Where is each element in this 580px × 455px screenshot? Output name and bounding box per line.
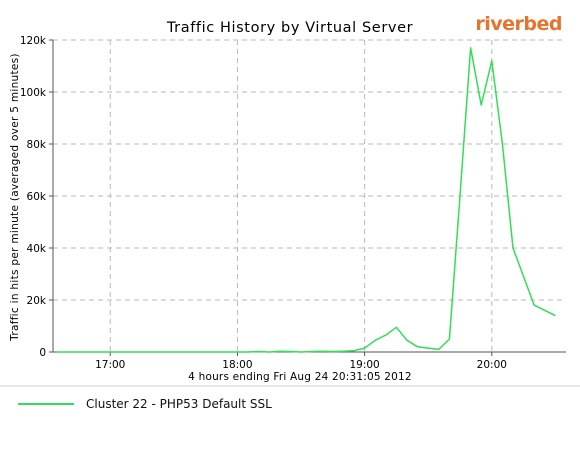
y-tick-label: 0 [39,347,46,359]
legend-series-label: Cluster 22 - PHP53 Default SSL [86,397,272,411]
x-tick-label: 20:00 [477,359,507,371]
y-axis-ticks: 0 20k 40k 60k 80k 100k 120k [20,35,47,359]
y-tick-label: 60k [27,191,47,203]
series-layer [57,47,556,353]
riverbed-logo: riverbed [475,13,562,35]
y-tick-label: 80k [27,139,47,151]
chart-background [0,0,580,386]
y-tick-label: 120k [20,35,47,47]
x-tick-label: 18:00 [222,359,252,371]
x-axis-ticks: 17:00 18:00 19:00 20:00 [95,359,507,371]
x-axis-label: 4 hours ending Fri Aug 24 20:31:05 2012 [188,371,412,383]
y-tick-label: 40k [27,243,47,255]
y-axis-label: Traffic in hits per minute (averaged ove… [9,53,21,342]
legend: Cluster 22 - PHP53 Default SSL [18,396,272,412]
y-tick-label: 20k [27,295,47,307]
x-tick-label: 19:00 [349,359,379,371]
legend-swatch [18,403,74,405]
grid-lines [53,39,566,352]
series-line-0 [57,47,556,353]
y-tick-label: 100k [20,87,47,99]
chart-title: Traffic History by Virtual Server [166,20,413,36]
x-tick-label: 17:00 [95,359,125,371]
